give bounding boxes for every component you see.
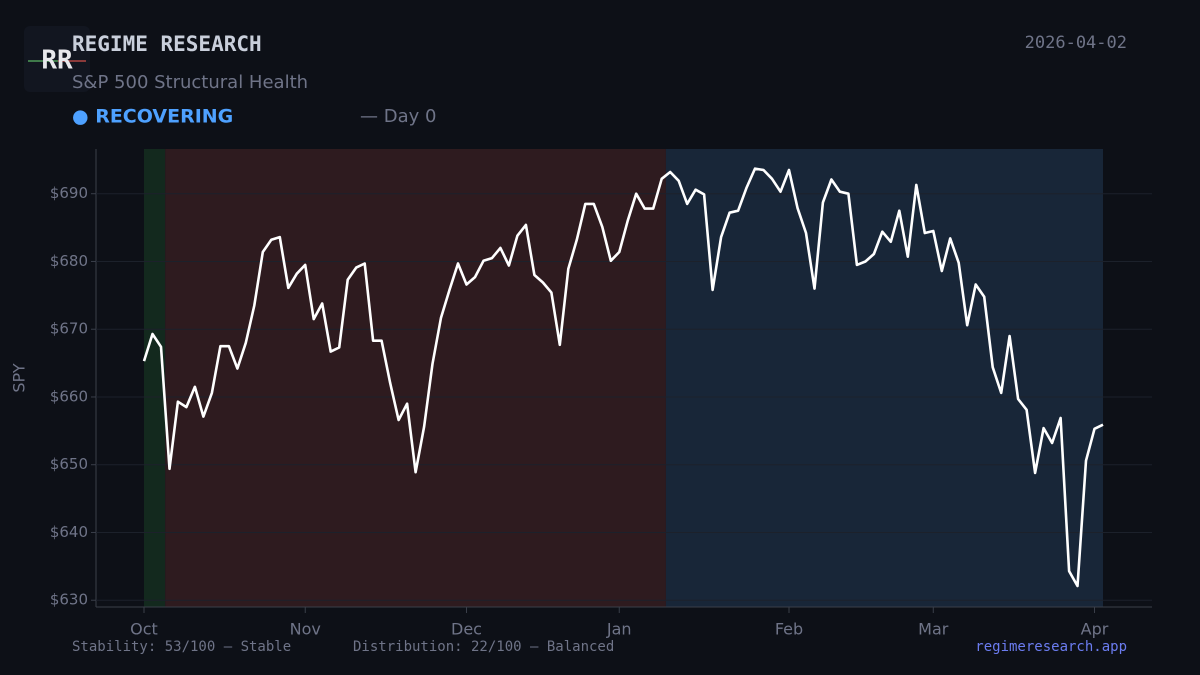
- x-tick-label: Mar: [918, 620, 949, 639]
- footer-site[interactable]: regimeresearch.app: [975, 639, 1127, 655]
- title: REGIME RESEARCH: [72, 32, 262, 56]
- y-tick-label: $670: [50, 320, 88, 338]
- y-axis-label: SPY: [10, 363, 29, 392]
- x-tick-label: Dec: [451, 620, 482, 639]
- subtitle: S&P 500 Structural Health: [72, 72, 308, 93]
- grid: $630 $640 $650 $660 $670 $680 $690 Oct Nov Dec Jan…: [50, 149, 1152, 639]
- y-tick-label: $640: [50, 523, 88, 541]
- x-tick-label: Apr: [1081, 620, 1109, 639]
- marks: [142, 167, 1104, 588]
- y-tick-label: $630: [50, 591, 88, 609]
- regimes: [144, 149, 1103, 607]
- date: 2026-04-02: [1025, 33, 1127, 53]
- x-tick-label: Jan: [606, 620, 632, 639]
- y-tick-label: $690: [50, 184, 88, 202]
- regime-band: [144, 149, 166, 607]
- x-tick-label: Feb: [775, 620, 803, 639]
- status: ● RECOVERING: [72, 106, 233, 128]
- footer-distribution: Distribution: 22/100 — Balanced: [353, 639, 614, 655]
- price-line: [142, 167, 1104, 588]
- y-tick-label: $680: [50, 252, 88, 270]
- y-tick-label: $660: [50, 387, 88, 405]
- status-detail: — Day 0: [360, 106, 436, 127]
- logo-box: [24, 26, 90, 92]
- y-tick-label: $650: [50, 455, 88, 473]
- x-tick-label: Nov: [290, 620, 321, 639]
- logo-text: RR: [41, 46, 73, 76]
- regime-band: [165, 149, 666, 607]
- regime-band: [665, 149, 1103, 607]
- logo: RR: [24, 26, 90, 92]
- footer-stability: Stability: 53/100 — Stable: [72, 639, 291, 655]
- x-tick-label: Oct: [130, 620, 158, 639]
